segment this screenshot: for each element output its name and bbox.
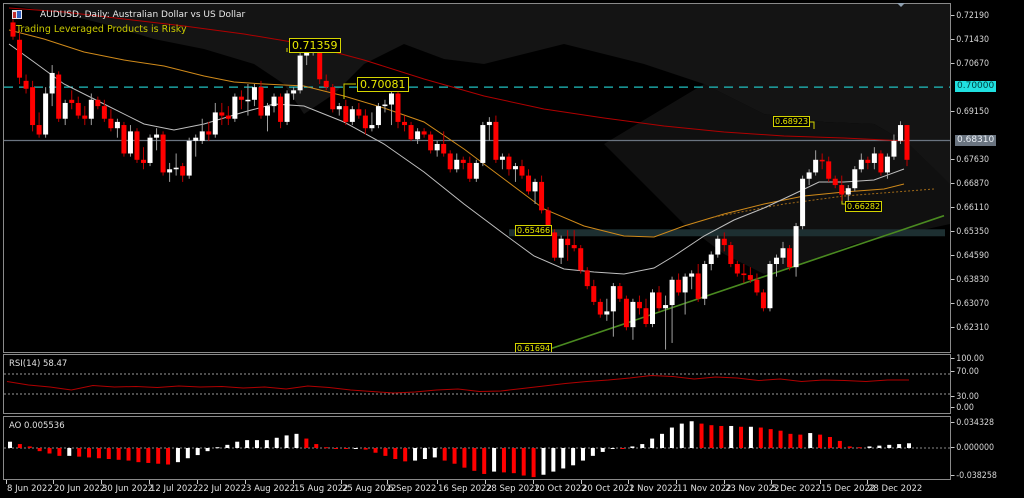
time-label: 20 Jun 2022 — [54, 484, 106, 494]
time-tick — [820, 480, 821, 484]
time-label: 22 Jul 2022 — [198, 484, 247, 494]
time-tick — [533, 480, 534, 484]
time-label: 28 Dec 2022 — [868, 484, 923, 494]
time-tick — [724, 480, 725, 484]
price-pane[interactable]: AUDUSD, Daily: Australian Dollar vs US D… — [3, 3, 951, 353]
time-tick — [771, 480, 772, 484]
time-label: 20 Oct 2022 — [582, 484, 635, 494]
ao-tick: 0.000000 — [951, 443, 994, 453]
time-tick — [485, 480, 486, 484]
rsi-tick: 70.00 — [951, 367, 979, 377]
time-tick — [149, 480, 150, 484]
time-label: 15 Dec 2022 — [821, 484, 876, 494]
time-tick — [101, 480, 102, 484]
resistance-price-badge: 0.70000 — [955, 81, 997, 92]
time-label: 8 Jun 2022 — [7, 484, 53, 494]
price-tick: 0.63830 — [951, 275, 989, 285]
time-tick — [53, 480, 54, 484]
price-tick: 0.71430 — [951, 35, 989, 45]
chart-shift-marker-icon[interactable] — [897, 3, 905, 7]
rsi-axis: 100.00 70.00 30.00 0.00 — [951, 354, 1024, 414]
price-label-low-dec: 0.66282 — [845, 201, 883, 212]
time-label: 1 Nov 2022 — [629, 484, 679, 494]
price-tick: 0.64590 — [951, 251, 989, 261]
time-label: 5 Dec 2022 — [772, 484, 821, 494]
ao-axis: 0.034328 0.000000 -0.038258 — [951, 416, 1024, 481]
rsi-canvas — [4, 373, 950, 395]
time-label: 10 Oct 2022 — [534, 484, 587, 494]
ao-tick: -0.038258 — [951, 471, 997, 481]
ao-canvas — [4, 421, 950, 478]
price-tick: 0.67630 — [951, 155, 989, 165]
time-tick — [628, 480, 629, 484]
current-price-badge: 0.68310 — [955, 135, 997, 146]
time-tick — [437, 480, 438, 484]
time-tick — [387, 480, 388, 484]
risk-warning: Trading Leveraged Products is Risky — [16, 24, 187, 35]
time-label: 28 Sep 2022 — [486, 484, 540, 494]
time-label: 30 Jun 2022 — [102, 484, 154, 494]
time-label: 15 Aug 2022 — [294, 484, 349, 494]
price-tick: 0.66110 — [951, 203, 989, 213]
rsi-tick: 30.00 — [951, 392, 979, 402]
time-label: 12 Jul 2022 — [150, 484, 199, 494]
time-tick — [293, 480, 294, 484]
time-label: 6 Sep 2022 — [388, 484, 437, 494]
time-label: 3 Aug 2022 — [246, 484, 296, 494]
rsi-label: RSI(14) 58.47 — [9, 359, 68, 369]
time-label: 11 Nov 2022 — [677, 484, 732, 494]
rsi-tick: 0.00 — [951, 403, 974, 413]
time-tick — [867, 480, 868, 484]
price-label-high-aug: 0.71359 — [289, 38, 341, 53]
price-tick: 0.69150 — [951, 107, 989, 117]
price-tick: 0.62310 — [951, 323, 989, 333]
price-label-high-dec: 0.68923 — [773, 116, 811, 127]
time-label: 16 Sep 2022 — [438, 484, 492, 494]
time-label: 23 Nov 2022 — [725, 484, 780, 494]
price-label-low-oct: 0.61694 — [515, 343, 553, 353]
price-tick: 0.66870 — [951, 179, 989, 189]
price-tick: 0.63070 — [951, 299, 989, 309]
price-tick: 0.70670 — [951, 59, 989, 69]
ao-tick: 0.034328 — [951, 418, 994, 428]
rsi-pane[interactable]: RSI(14) 58.47 — [3, 354, 951, 414]
price-chart-canvas[interactable] — [4, 4, 950, 352]
price-tick: 0.65350 — [951, 227, 989, 237]
ao-pane[interactable]: AO 0.005536 — [3, 416, 951, 480]
price-tick: 0.72190 — [951, 11, 989, 21]
time-axis[interactable]: 8 Jun 2022 20 Jun 2022 30 Jun 2022 12 Jul 2… — [3, 480, 951, 498]
time-tick — [6, 480, 7, 484]
price-label-high-aug2: 0.70081 — [357, 77, 409, 92]
chart-window-icon[interactable] — [12, 10, 36, 20]
time-tick — [197, 480, 198, 484]
price-axis[interactable]: 0.72190 0.71430 0.70670 0.69150 0.67630 0.668… — [951, 0, 1024, 352]
ao-label: AO 0.005536 — [9, 421, 65, 431]
rsi-tick: 100.00 — [951, 354, 984, 364]
symbol-title: AUDUSD, Daily: Australian Dollar vs US D… — [40, 10, 246, 20]
time-tick — [341, 480, 342, 484]
time-tick — [581, 480, 582, 484]
time-label: 25 Aug 2022 — [342, 484, 397, 494]
time-tick — [245, 480, 246, 484]
price-label-high-sep: 0.65466 — [515, 225, 553, 236]
time-tick — [676, 480, 677, 484]
chart-title: AUDUSD, Daily: Australian Dollar vs US D… — [12, 10, 245, 20]
